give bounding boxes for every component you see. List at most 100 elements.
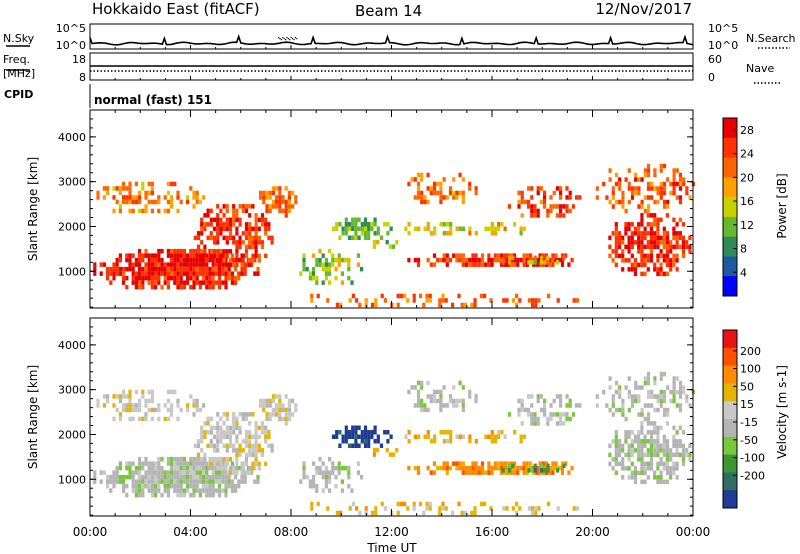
velocity-cell — [209, 439, 213, 444]
velocity-cell — [232, 443, 236, 449]
power-cell — [490, 222, 494, 227]
power-cell — [413, 226, 418, 231]
velocity-cell — [605, 403, 609, 408]
velocity-cell — [420, 403, 424, 408]
power-cell — [350, 280, 354, 285]
velocity-cell — [672, 434, 676, 440]
power-cell — [196, 244, 201, 250]
power-cell — [170, 262, 174, 267]
velocity-cell — [186, 465, 190, 471]
power-cell — [112, 275, 116, 281]
power-cell — [530, 208, 534, 214]
power-cell — [643, 168, 647, 173]
velocity-cell — [646, 475, 650, 480]
velocity-cell — [503, 434, 507, 439]
power-cell — [656, 267, 660, 272]
velocity-cell — [659, 403, 663, 408]
velocity-cell — [232, 470, 236, 476]
velocity-cell — [128, 398, 132, 404]
power-cell — [134, 284, 138, 290]
velocity-cell — [209, 416, 213, 422]
power-cell — [522, 262, 526, 267]
power-cell — [527, 186, 531, 191]
velocity-cell — [243, 479, 247, 484]
power-cell — [665, 253, 670, 259]
noise-search-dot — [282, 37, 284, 39]
velocity-cell — [530, 412, 534, 417]
velocity-cell — [203, 457, 207, 462]
colorbar-segment — [723, 256, 737, 277]
velocity-cell — [461, 434, 466, 439]
velocity-cell — [251, 461, 255, 467]
power-cell — [154, 275, 158, 281]
velocity-cell — [278, 403, 282, 408]
velocity-cell — [173, 488, 177, 493]
velocity-cell — [198, 465, 202, 471]
velocity-cell — [192, 470, 196, 475]
velocity-cell — [208, 492, 212, 498]
power-cell — [653, 267, 657, 272]
velocity-cell — [617, 443, 622, 449]
velocity-cell — [192, 483, 196, 489]
power-cell — [555, 204, 559, 209]
velocity-cell — [458, 380, 462, 386]
velocity-cell — [271, 412, 275, 417]
power-cell — [461, 262, 465, 267]
velocity-cell — [541, 461, 545, 466]
power-cell — [157, 262, 161, 267]
power-cell — [372, 244, 376, 249]
power-cell — [656, 190, 660, 196]
power-cell — [541, 262, 545, 267]
velocity-cell — [131, 470, 135, 475]
power-cell — [334, 275, 338, 281]
colorbar-tick-label: 20 — [740, 171, 754, 184]
velocity-cell — [176, 492, 180, 498]
velocity-cell — [681, 430, 686, 435]
power-cell — [122, 271, 126, 276]
velocity-cell — [138, 407, 142, 413]
velocity-cell — [399, 501, 403, 507]
power-cell — [237, 271, 241, 276]
time-tick-label: 04:00 — [173, 525, 208, 539]
velocity-cell — [640, 407, 644, 413]
power-cell — [262, 190, 266, 196]
power-cell — [665, 240, 670, 245]
power-cell — [520, 195, 524, 200]
power-cell — [643, 262, 647, 268]
power-cell — [112, 262, 116, 267]
power-cell — [257, 217, 261, 223]
velocity-cell — [413, 385, 417, 390]
velocity-cell — [452, 403, 456, 408]
power-cell — [281, 208, 285, 214]
power-cell — [244, 244, 249, 250]
velocity-cell — [659, 457, 663, 462]
power-cell — [189, 271, 193, 276]
power-cell — [614, 172, 619, 178]
power-cell — [688, 244, 692, 250]
power-cell — [659, 163, 663, 169]
power-cell — [141, 271, 145, 276]
power-cell — [688, 235, 692, 241]
velocity-cell — [222, 457, 226, 462]
velocity-cell — [675, 452, 679, 458]
power-cell — [214, 271, 218, 276]
power-cell — [656, 199, 660, 205]
velocity-cell — [649, 448, 654, 453]
power-cell — [383, 222, 387, 227]
power-cell — [294, 199, 298, 205]
velocity-cell — [448, 398, 453, 404]
power-cell — [256, 266, 260, 272]
power-cell — [131, 275, 135, 281]
velocity-cell — [138, 492, 142, 498]
power-cell — [144, 266, 148, 272]
power-cell — [420, 195, 424, 200]
power-cell — [260, 240, 265, 245]
velocity-cell — [662, 412, 667, 417]
power-cell — [513, 222, 517, 227]
power-cell — [248, 244, 252, 250]
power-cell — [150, 280, 154, 285]
power-cell — [442, 177, 446, 182]
velocity-cell — [439, 465, 443, 471]
power-cell — [147, 181, 151, 187]
